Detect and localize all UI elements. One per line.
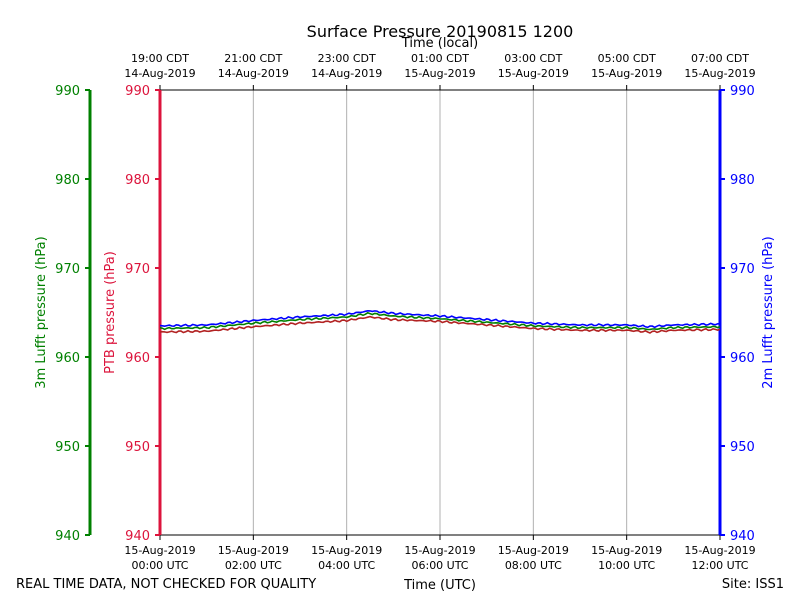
x-tick-label-local-date: 14-Aug-2019: [311, 67, 382, 80]
y-tick-label-lufft2m: 980: [730, 173, 755, 188]
x-tick-label-utc-time: 02:00 UTC: [225, 559, 282, 572]
x-tick-label-utc-time: 08:00 UTC: [505, 559, 562, 572]
y-tick-label-lufft2m: 950: [730, 440, 755, 455]
x-tick-label-utc-date: 15-Aug-2019: [591, 544, 662, 557]
y-tick-label-lufft3m: 980: [55, 173, 80, 188]
y-tick-label-ptb: 940: [125, 529, 150, 544]
y-axis-label-lufft3m: 3m Lufft pressure (hPa): [34, 236, 49, 388]
y-tick-label-lufft3m: 950: [55, 440, 80, 455]
y-tick-label-lufft3m: 940: [55, 529, 80, 544]
y-tick-label-lufft2m: 960: [730, 351, 755, 366]
y-tick-label-lufft2m: 970: [730, 262, 755, 277]
quality-disclaimer: REAL TIME DATA, NOT CHECKED FOR QUALITY: [16, 577, 316, 592]
x-tick-label-local-time: 03:00 CDT: [504, 52, 562, 65]
series-line-ptb: [159, 315, 721, 334]
x-tick-label-utc-date: 15-Aug-2019: [404, 544, 475, 557]
top-axis-label: Time (local): [401, 36, 478, 51]
x-tick-label-local-date: 15-Aug-2019: [498, 67, 569, 80]
x-tick-label-local-time: 19:00 CDT: [131, 52, 189, 65]
x-tick-label-local-time: 21:00 CDT: [224, 52, 282, 65]
x-tick-label-utc-time: 00:00 UTC: [131, 559, 188, 572]
series-line-lufft3m: [159, 311, 721, 331]
y-axis-label-lufft2m: 2m Lufft pressure (hPa): [761, 236, 776, 388]
y-tick-label-ptb: 990: [125, 84, 150, 99]
x-tick-label-local-time: 05:00 CDT: [598, 52, 656, 65]
y-tick-label-lufft3m: 970: [55, 262, 80, 277]
y-tick-label-ptb: 950: [125, 440, 150, 455]
x-tick-label-utc-time: 06:00 UTC: [411, 559, 468, 572]
bottom-axis-label: Time (UTC): [403, 578, 476, 593]
x-tick-label-local-date: 15-Aug-2019: [591, 67, 662, 80]
x-tick-label-utc-time: 12:00 UTC: [691, 559, 748, 572]
chart-title: Surface Pressure 20190815 1200: [307, 22, 574, 41]
series-line-lufft2m: [159, 309, 721, 329]
x-tick-label-local-date: 15-Aug-2019: [684, 67, 755, 80]
y-tick-label-lufft3m: 960: [55, 351, 80, 366]
x-tick-label-local-time: 23:00 CDT: [318, 52, 376, 65]
y-tick-label-ptb: 970: [125, 262, 150, 277]
site-label: Site: ISS1: [722, 577, 784, 592]
x-tick-label-local-date: 14-Aug-2019: [124, 67, 195, 80]
x-tick-label-local-date: 15-Aug-2019: [404, 67, 475, 80]
x-tick-label-local-time: 01:00 CDT: [411, 52, 469, 65]
x-tick-label-utc-time: 04:00 UTC: [318, 559, 375, 572]
y-tick-label-ptb: 960: [125, 351, 150, 366]
y-tick-label-lufft2m: 940: [730, 529, 755, 544]
x-tick-label-utc-date: 15-Aug-2019: [684, 544, 755, 557]
x-tick-label-utc-date: 15-Aug-2019: [218, 544, 289, 557]
x-tick-label-utc-date: 15-Aug-2019: [498, 544, 569, 557]
x-tick-label-utc-date: 15-Aug-2019: [311, 544, 382, 557]
y-tick-label-lufft2m: 990: [730, 84, 755, 99]
plot-area: 15-Aug-2019 00:00 UTC 19:00 CDT 14-Aug-2019…: [34, 52, 776, 572]
y-tick-label-ptb: 980: [125, 173, 150, 188]
x-tick-label-local-time: 07:00 CDT: [691, 52, 749, 65]
x-tick-label-utc-date: 15-Aug-2019: [124, 544, 195, 557]
x-tick-label-utc-time: 10:00 UTC: [598, 559, 655, 572]
y-tick-label-lufft3m: 990: [55, 84, 80, 99]
y-axis-label-ptb: PTB pressure (hPa): [103, 251, 118, 374]
x-tick-label-local-date: 14-Aug-2019: [218, 67, 289, 80]
